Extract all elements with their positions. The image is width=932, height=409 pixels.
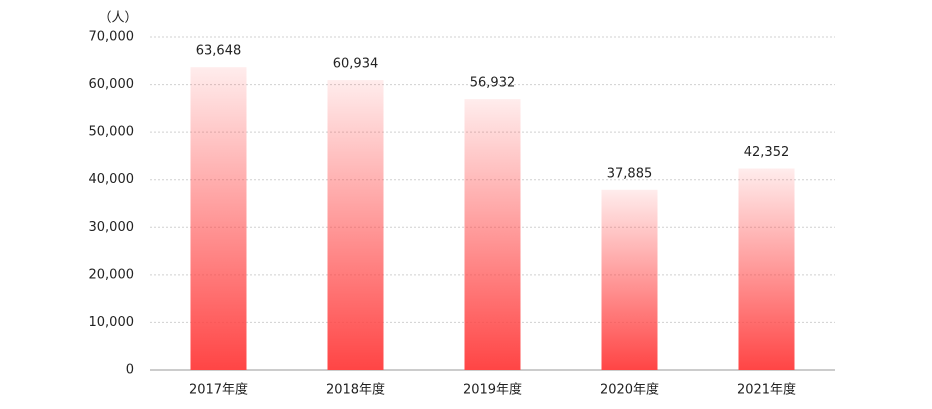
- bar: [464, 99, 521, 370]
- value-label: 60,934: [333, 57, 379, 72]
- y-unit: （人）: [98, 11, 137, 26]
- x-tick-label: 2020年度: [600, 382, 659, 398]
- bar: [190, 67, 247, 370]
- bar: [327, 80, 384, 370]
- x-tick-label: 2021年度: [737, 382, 796, 398]
- y-tick-label: 20,000: [89, 267, 135, 282]
- x-tick-label: 2018年度: [326, 382, 385, 398]
- value-label: 42,352: [744, 145, 790, 160]
- bar: [601, 189, 658, 370]
- x-tick-label: 2019年度: [463, 382, 522, 398]
- y-tick-label: 70,000: [89, 30, 135, 45]
- x-tick-label: 2017年度: [189, 382, 248, 398]
- y-tick-label: 60,000: [89, 77, 135, 92]
- value-label: 63,648: [196, 44, 242, 59]
- y-tick-label: 50,000: [89, 125, 135, 140]
- y-tick-label: 0: [126, 363, 134, 378]
- value-label: 56,932: [470, 76, 516, 91]
- bar: [738, 168, 795, 370]
- y-tick-label: 30,000: [89, 220, 135, 235]
- y-tick-label: 40,000: [89, 172, 135, 187]
- y-tick-label: 10,000: [89, 315, 135, 330]
- value-label: 37,885: [607, 166, 653, 181]
